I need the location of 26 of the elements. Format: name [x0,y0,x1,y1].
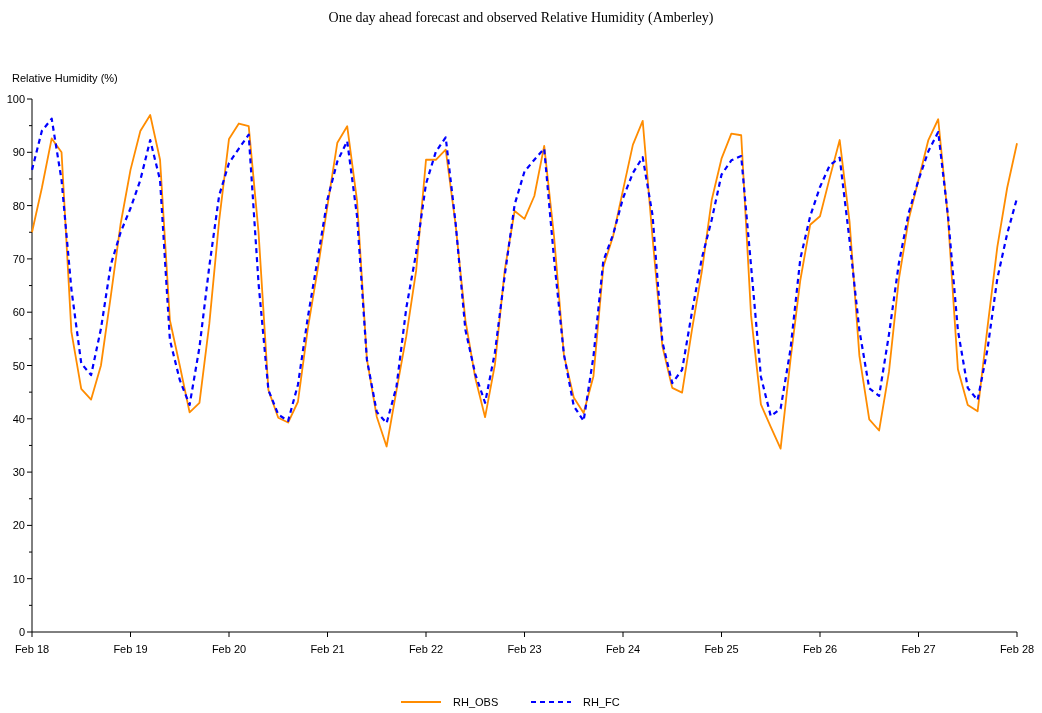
legend-label: RH_OBS [453,696,499,708]
x-tick-label: Feb 26 [802,643,838,655]
y-axis-title: Relative Humidity (%) [12,72,118,84]
y-tick-label: 80 [12,199,25,212]
x-tick-label: Feb 27 [901,643,936,655]
x-tick-label: Feb 22 [408,643,444,655]
x-tick-label: Feb 21 [310,643,345,655]
y-tick-label: 20 [12,519,25,532]
y-tick-label: 30 [12,466,25,479]
y-tick-label: 10 [12,572,25,585]
x-tick-label: Feb 23 [507,643,542,655]
y-tick-label: 90 [12,146,25,159]
y-tick-label: 40 [12,412,25,425]
y-tick-label: 100 [6,93,25,105]
chart-title: One day ahead forecast and observed Relative Humidity (Amberley) [328,10,714,26]
y-tick-label: 70 [12,252,25,265]
y-tick-label: 50 [12,359,25,372]
legend-label: RH_FC [583,696,620,708]
x-tick-label: Feb 24 [605,643,641,655]
x-tick-label: Feb 18 [14,643,50,655]
y-tick-label: 0 [18,626,25,638]
x-tick-label: Feb 19 [113,643,148,655]
x-tick-label: Feb 20 [211,643,247,655]
x-tick-label: Feb 28 [999,643,1035,655]
y-tick-label: 60 [12,306,25,319]
x-tick-label: Feb 25 [704,643,739,655]
